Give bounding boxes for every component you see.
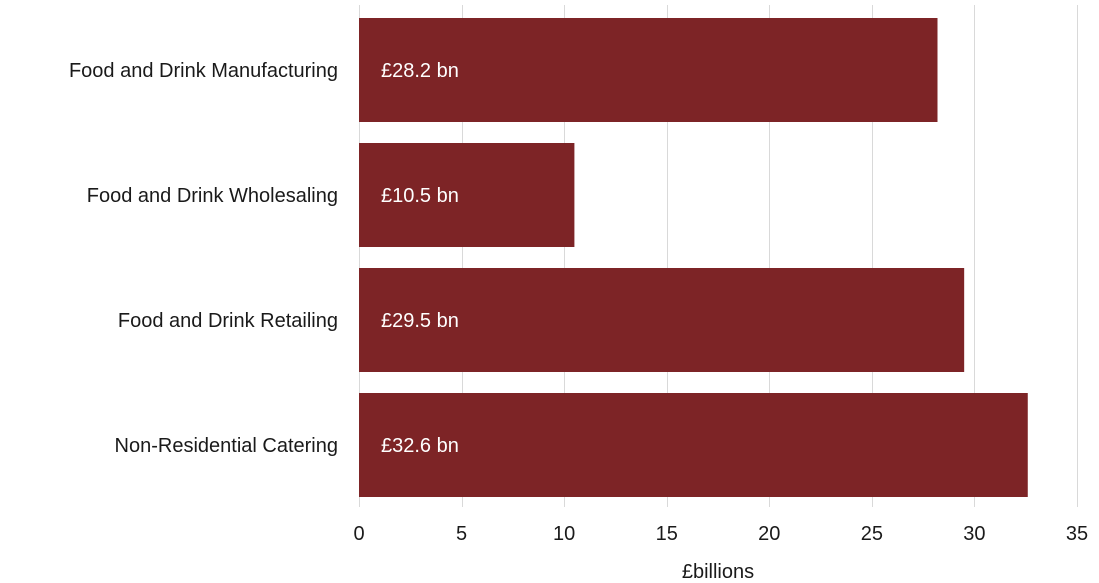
category-label: Food and Drink Retailing — [118, 310, 338, 332]
x-tick-label: 10 — [553, 523, 575, 545]
bar-data-label: £28.2 bn — [381, 60, 459, 82]
x-tick-label: 5 — [456, 523, 467, 545]
bar — [359, 143, 575, 247]
x-tick-labels: 0 5 10 15 20 25 30 35 — [353, 523, 1088, 545]
x-tick-label: 20 — [758, 523, 780, 545]
category-label: Non-Residential Catering — [115, 435, 338, 457]
category-label: Food and Drink Manufacturing — [69, 60, 338, 82]
x-tick-label: 0 — [353, 523, 364, 545]
bar-data-label: £32.6 bn — [381, 435, 459, 457]
x-tick-label: 25 — [861, 523, 883, 545]
category-labels: Food and Drink Manufacturing Food and Dri… — [69, 60, 338, 457]
x-tick-label: 15 — [656, 523, 678, 545]
x-tick-label: 35 — [1066, 523, 1088, 545]
bar-data-labels: £28.2 bn £10.5 bn £29.5 bn £32.6 bn — [381, 60, 459, 457]
bar — [359, 18, 938, 122]
bars — [359, 18, 1028, 497]
category-label: Food and Drink Wholesaling — [87, 185, 338, 207]
bar-data-label: £29.5 bn — [381, 310, 459, 332]
bar — [359, 393, 1028, 497]
x-tick-label: 30 — [963, 523, 985, 545]
bar-data-label: £10.5 bn — [381, 185, 459, 207]
bar — [359, 268, 965, 372]
x-axis-title: £billions — [682, 561, 754, 583]
